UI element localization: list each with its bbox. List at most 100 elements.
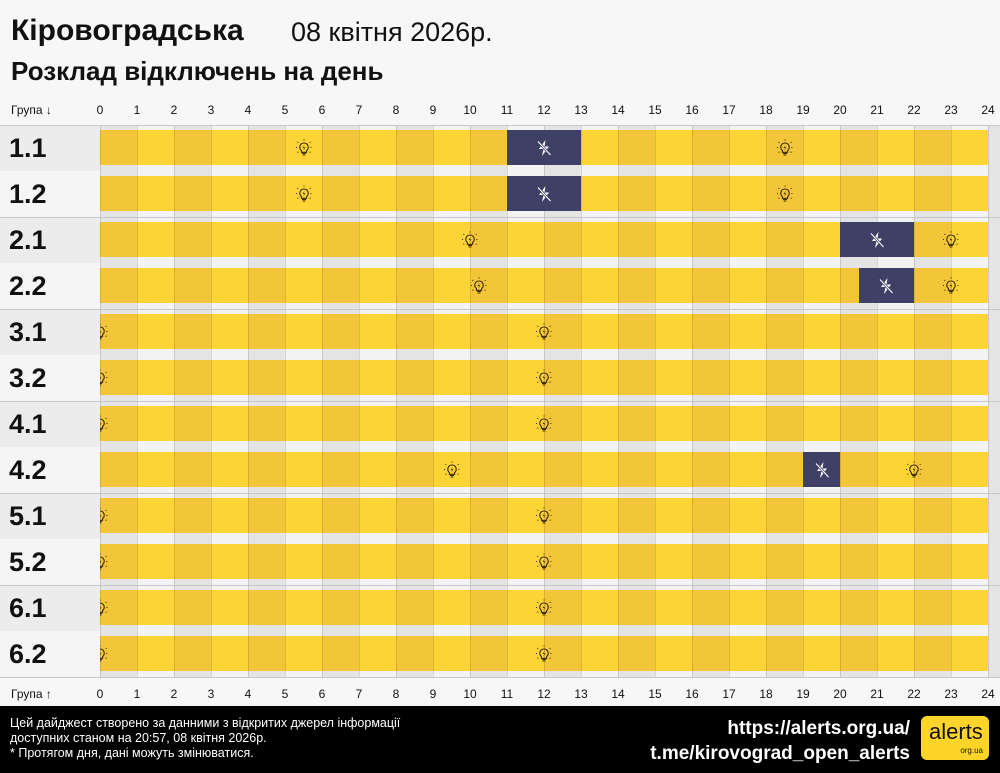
hour-gridline: [803, 631, 804, 677]
hour-gridline: [766, 217, 767, 263]
logo-subtext: org.ua: [960, 746, 983, 755]
power-on-hour: [248, 590, 285, 625]
hour-tick-label: 19: [796, 687, 810, 701]
power-on-hour: [840, 314, 877, 349]
hour-tick-label: 17: [722, 103, 736, 117]
group-row-2.1: 2.1: [0, 217, 1000, 263]
hour-gridline: [285, 539, 286, 585]
hour-gridline: [433, 171, 434, 217]
footer-note: Цей дайджест створено за данними з відкр…: [10, 716, 400, 761]
hour-gridline: [285, 263, 286, 309]
hour-gridline: [470, 493, 471, 539]
hour-tick-label: 10: [463, 103, 477, 117]
power-on-hour: [766, 636, 803, 671]
power-on-hour: [322, 222, 359, 257]
note-line: Цей дайджест створено за данними з відкр…: [10, 716, 401, 730]
lightbulb-icon: [534, 322, 554, 342]
hour-gridline: [433, 539, 434, 585]
power-on-hour: [248, 498, 285, 533]
outage-block: [803, 452, 840, 487]
power-on-hour: [322, 360, 359, 395]
note-line: * Протягом дня, дані можуть змінюватися.: [10, 746, 254, 760]
power-on-hour: [211, 544, 248, 579]
power-on-hour: [914, 452, 951, 487]
hour-gridline: [211, 355, 212, 401]
lightbulb-icon: [904, 460, 924, 480]
power-on-hour: [359, 498, 396, 533]
power-on-hour: [396, 268, 433, 303]
power-on-hour: [507, 590, 544, 625]
hour-tick-label: 24: [981, 103, 995, 117]
group-row-4.2: 4.2: [0, 447, 1000, 493]
power-on-hour: [692, 360, 729, 395]
power-on-hour: [692, 130, 729, 165]
power-off-lightning-icon: [867, 230, 887, 250]
hour-gridline: [914, 539, 915, 585]
hour-gridline: [729, 447, 730, 493]
grid-end: [988, 401, 1000, 447]
hour-gridline: [470, 539, 471, 585]
power-on-hour: [137, 314, 174, 349]
note-line: доступних станом на 20:57, 08 квітня 202…: [10, 731, 267, 745]
hour-gridline: [840, 309, 841, 355]
hour-gridline: [507, 401, 508, 447]
power-on-hour: [618, 544, 655, 579]
hour-tick-label: 3: [207, 103, 215, 117]
hour-gridline: [248, 631, 249, 677]
power-on-hour: [581, 130, 618, 165]
power-on-hour: [581, 360, 618, 395]
hour-gridline: [174, 309, 175, 355]
hour-gridline: [396, 171, 397, 217]
power-on-hour: [470, 176, 507, 211]
power-on-hour: [433, 590, 470, 625]
group-label: 3.2: [0, 355, 100, 401]
hour-tick-label: 18: [759, 103, 773, 117]
power-on-hour: [692, 268, 729, 303]
power-on-hour: [803, 222, 840, 257]
hour-tick-label: 22: [907, 687, 921, 701]
hour-gridline: [840, 493, 841, 539]
power-on-hour: [544, 636, 581, 671]
hour-gridline: [433, 263, 434, 309]
hour-gridline: [618, 447, 619, 493]
hour-gridline: [692, 263, 693, 309]
power-on-hour: [211, 498, 248, 533]
hour-gridline: [877, 585, 878, 631]
power-on-hour: [100, 268, 137, 303]
schedule-grid: 1.1 1.2 2.1 2.2 3.1 3.2 4.1 4.2 5.1 5.2 6.1 6.2: [0, 125, 1000, 677]
hour-gridline: [951, 447, 952, 493]
telegram-link[interactable]: t.me/kirovograd_open_alerts: [650, 743, 910, 764]
hour-gridline: [803, 401, 804, 447]
power-on-hour: [877, 498, 914, 533]
power-on-hour: [877, 544, 914, 579]
hour-gridline: [174, 631, 175, 677]
site-link[interactable]: https://alerts.org.ua/: [727, 718, 910, 739]
hour-gridline: [322, 447, 323, 493]
power-on-hour: [655, 498, 692, 533]
group-row-6.1: 6.1: [0, 585, 1000, 631]
power-on-hour: [951, 130, 988, 165]
power-on-hour: [285, 222, 322, 257]
hour-gridline: [507, 355, 508, 401]
hour-gridline: [988, 493, 989, 539]
hour-gridline: [285, 309, 286, 355]
hour-gridline: [655, 125, 656, 171]
hour-tick-label: 19: [796, 103, 810, 117]
lightbulb-icon: [941, 230, 961, 250]
hour-gridline: [618, 309, 619, 355]
power-on-hour: [692, 176, 729, 211]
power-on-hour: [803, 130, 840, 165]
hour-gridline: [507, 217, 508, 263]
hour-gridline: [951, 631, 952, 677]
hour-gridline: [248, 217, 249, 263]
hour-gridline: [840, 263, 841, 309]
power-on-hour: [729, 268, 766, 303]
hour-gridline: [988, 309, 989, 355]
power-on-hour: [211, 268, 248, 303]
power-on-hour: [248, 452, 285, 487]
group-label: 6.2: [0, 631, 100, 677]
power-on-hour: [544, 544, 581, 579]
group-row-4.1: 4.1: [0, 401, 1000, 447]
power-on-hour: [137, 406, 174, 441]
grid-end: [988, 447, 1000, 493]
